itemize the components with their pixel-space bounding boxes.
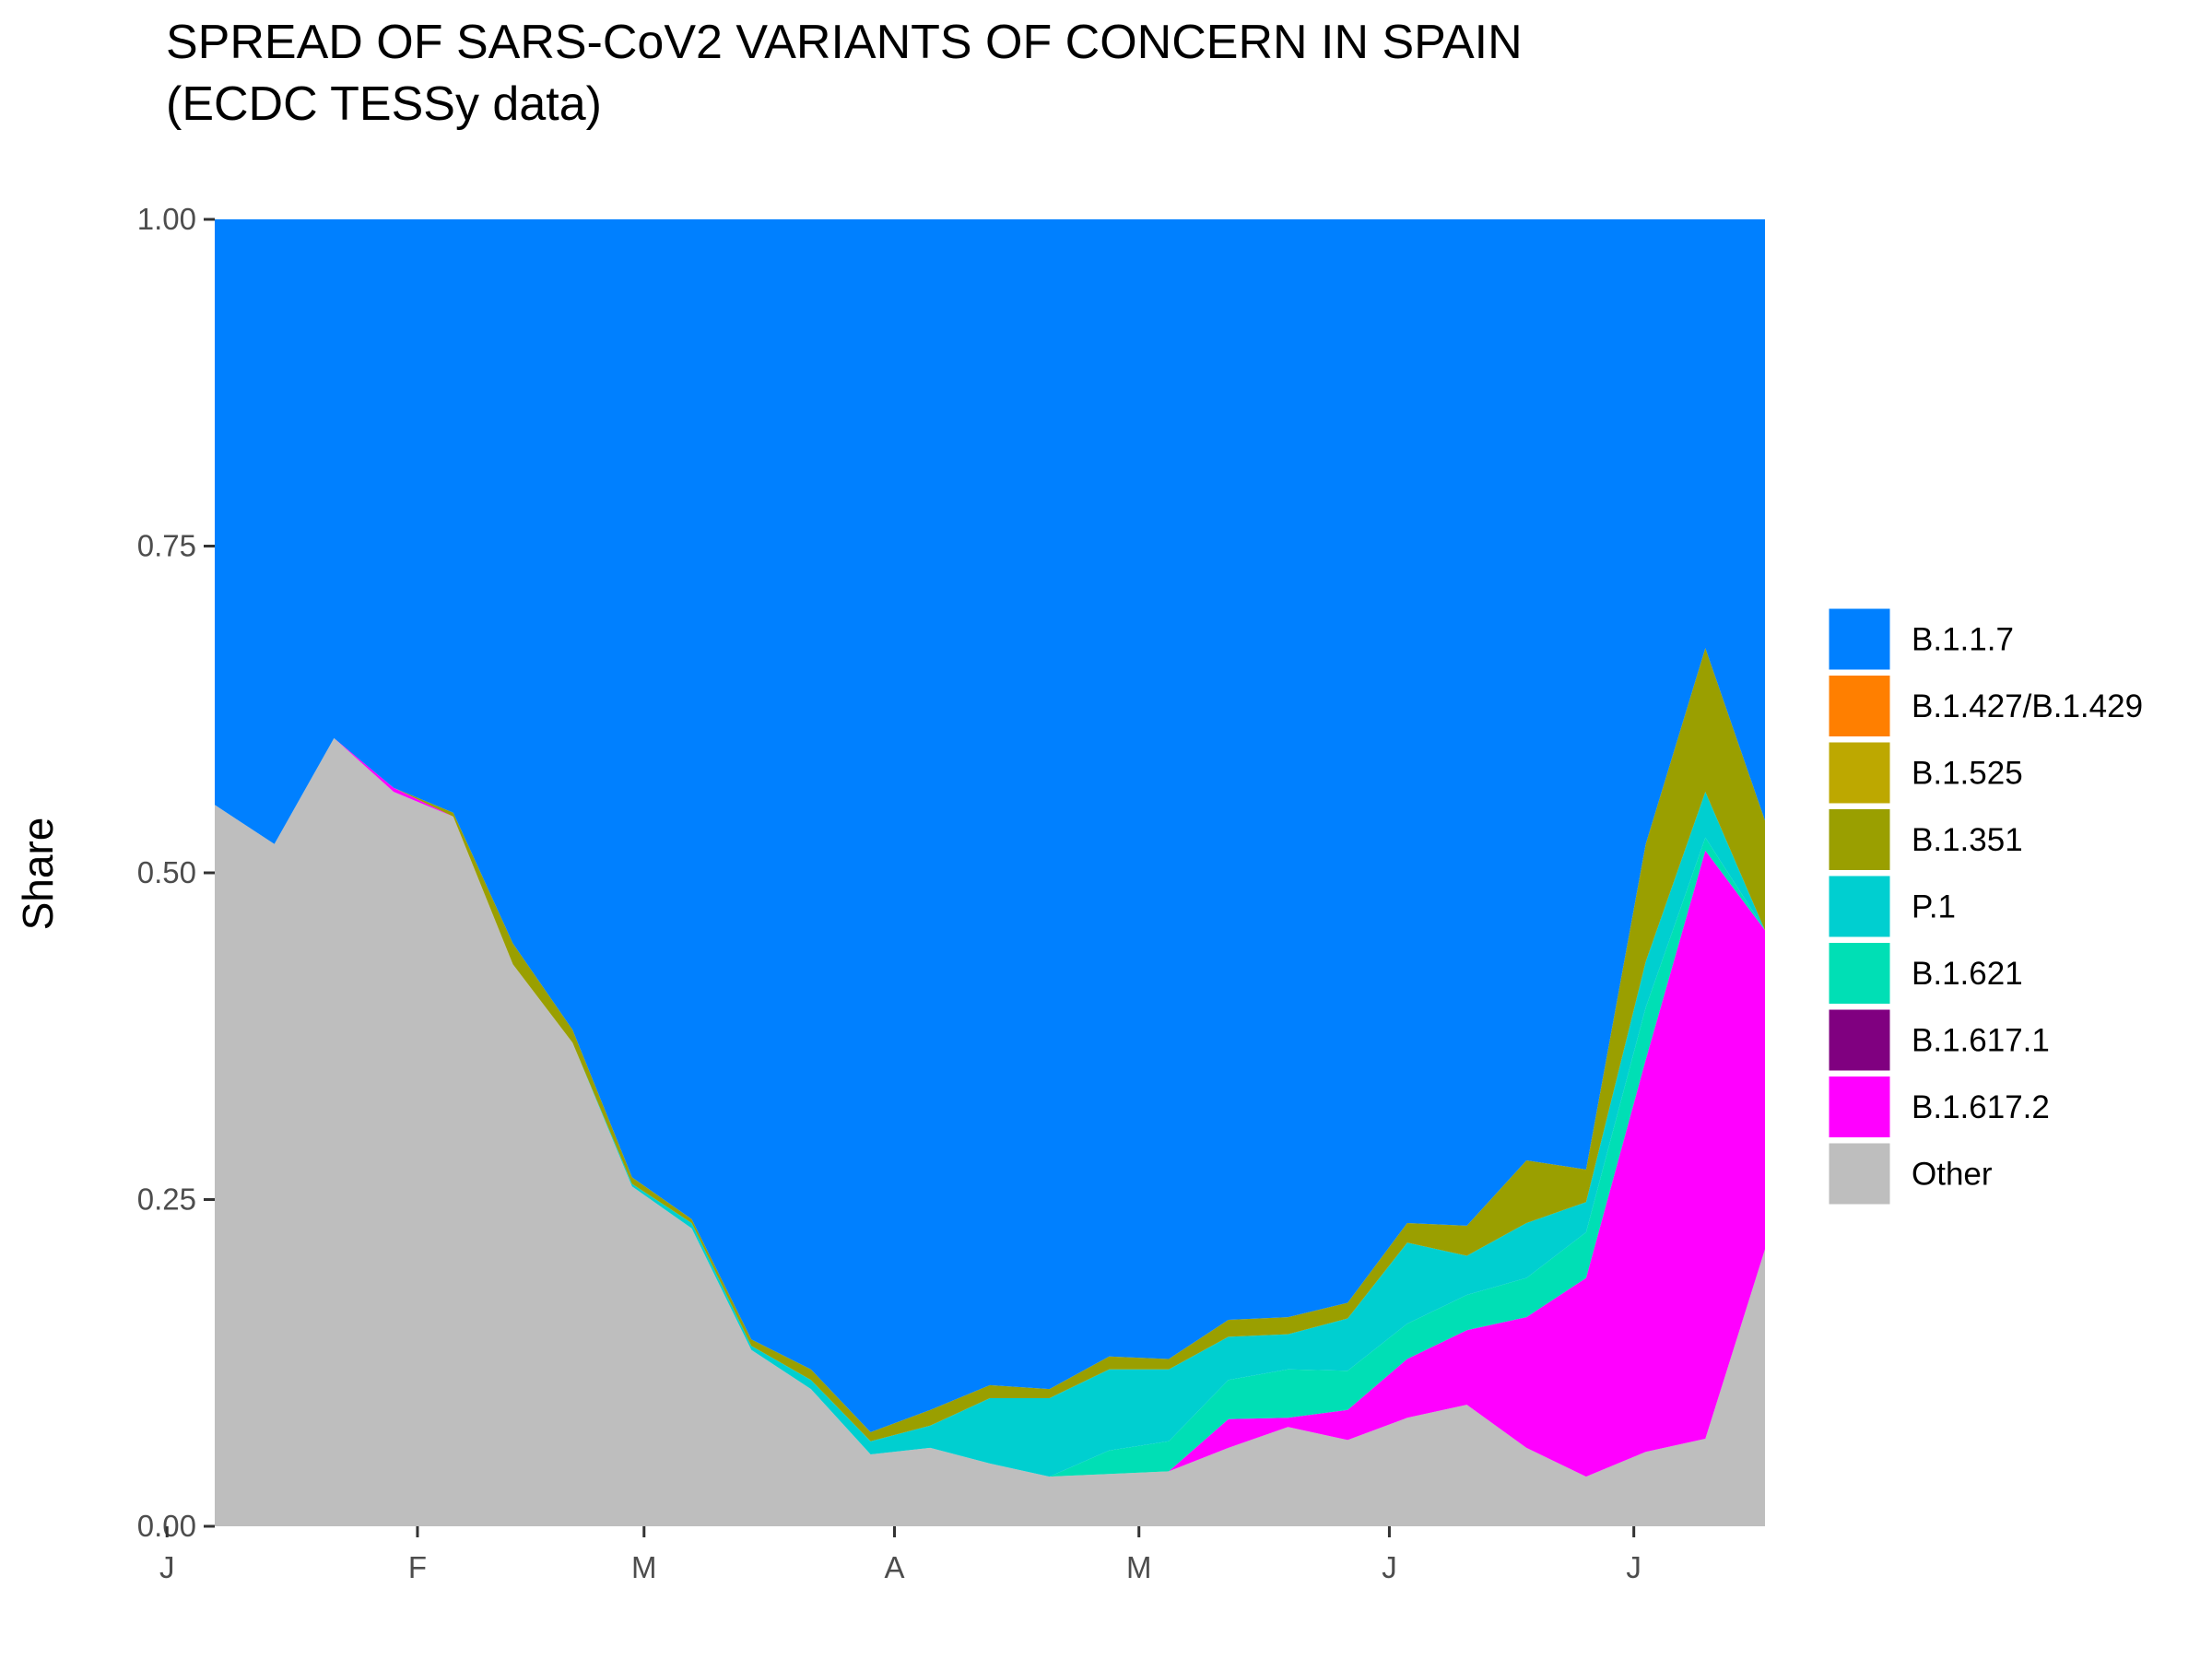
y-tick-label: 0.50 <box>137 855 196 889</box>
area-b-1-617-2 <box>215 737 1765 1477</box>
legend-label-b-1-351: B.1.351 <box>1912 822 2023 858</box>
y-tick-label: 0.00 <box>137 1509 196 1543</box>
legend-label-b-1-617-2: B.1.617.2 <box>1912 1089 2050 1125</box>
legend-key-b-1-525 <box>1826 739 1893 806</box>
x-tick-label: J <box>1382 1550 1397 1584</box>
x-tick-label: J <box>1626 1550 1641 1584</box>
legend-label-p-1: P.1 <box>1912 889 1956 925</box>
legend-key-b-1-1-7 <box>1826 606 1893 673</box>
legend-key-other <box>1826 1140 1893 1207</box>
chart-title: SPREAD OF SARS-CoV2 VARIANTS OF CONCERN … <box>166 16 1523 69</box>
stacked-areas <box>215 219 1765 1526</box>
x-tick-label: F <box>408 1550 427 1584</box>
legend-key-b-1-621 <box>1826 940 1893 1006</box>
y-tick-label: 0.75 <box>137 529 196 563</box>
legend-label-b-1-427-b-1-429: B.1.427/B.1.429 <box>1912 688 2143 724</box>
legend-label-b-1-621: B.1.621 <box>1912 956 2023 992</box>
x-tick-label: A <box>884 1550 904 1584</box>
legend-key-b-1-351 <box>1826 806 1893 873</box>
x-tick-label: M <box>1126 1550 1152 1584</box>
y-tick-label: 0.25 <box>137 1182 196 1217</box>
legend-label-b-1-617-1: B.1.617.1 <box>1912 1023 2050 1059</box>
chart-subtitle: (ECDC TESSy data) <box>166 77 602 131</box>
legend: B.1.1.7 B.1.427/B.1.429 B.1.525 B.1.351 P.1 B… <box>1826 606 2143 1207</box>
x-tick-label: J <box>159 1550 175 1584</box>
legend-key-b-1-617-2 <box>1826 1074 1893 1140</box>
legend-key-b-1-427-b-1-429 <box>1826 673 1893 739</box>
x-tick-label: M <box>631 1550 657 1584</box>
legend-key-b-1-617-1 <box>1826 1006 1893 1074</box>
legend-label-other: Other <box>1912 1157 1993 1193</box>
legend-label-b-1-525: B.1.525 <box>1912 756 2023 792</box>
y-axis: 0.00 0.25 0.50 0.75 1.00 <box>137 202 215 1543</box>
legend-key-p-1 <box>1826 873 1893 940</box>
legend-label-b-1-1-7: B.1.1.7 <box>1912 622 2014 658</box>
area-b-1-1-7 <box>215 219 1765 1432</box>
y-axis-label: Share <box>14 818 62 931</box>
area-other <box>215 737 1765 1526</box>
y-tick-label: 1.00 <box>137 202 196 236</box>
area-p-1 <box>215 737 1765 1477</box>
